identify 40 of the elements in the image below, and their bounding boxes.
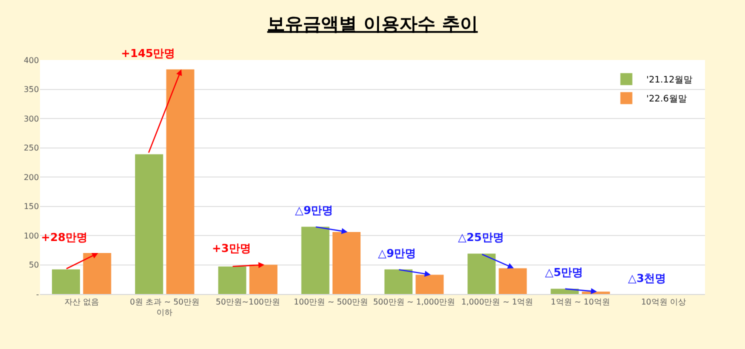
bar [332,232,361,294]
y-tick-label: 300 [24,114,39,124]
y-tick-label: 100 [24,231,39,240]
bar [166,69,194,294]
annotation: +145만명 [121,47,176,60]
bar [384,269,412,294]
x-tick-label: 50만원~100만원 [216,298,280,307]
y-tick-label: 400 [24,56,39,65]
x-tick-label: 1억원 ~ 10억원 [550,298,610,307]
legend-label: '21.12월말 [646,76,693,86]
x-tick-label: 0원 초과 ~ 50만원 이하 [130,298,200,317]
annotation: △5만명 [545,266,584,279]
chart-title: 보유금액별 이용자수 추이 [267,14,478,36]
y-tick-label: 200 [24,172,39,182]
x-tick-label: 500만원 ~ 1,000만원 [373,298,456,307]
x-tick-label: 1,000만원 ~ 1억원 [461,298,534,307]
x-tick-label: 10억원 이상 [641,298,686,307]
annotation: +28만명 [41,231,88,244]
bar [249,264,278,294]
bar [498,268,527,294]
y-tick-label: 50 [28,260,39,270]
y-tick-label: 150 [24,202,39,212]
bar [218,266,246,294]
annotation: △9만명 [295,204,334,217]
bar [135,154,164,294]
annotation: △3천명 [628,272,666,285]
y-tick-label: 350 [24,85,39,94]
annotation: +3만명 [212,242,251,255]
y-tick-label: 250 [24,144,39,153]
bar [52,269,80,294]
bar [83,253,112,294]
annotation: △25만명 [458,231,504,244]
x-tick-label: 100만원 ~ 500만원 [294,298,368,307]
legend-label: '22.6월말 [646,94,687,105]
annotation: △9만명 [378,247,416,260]
bar [416,274,444,294]
y-tick-label: - [36,290,40,299]
bar [301,226,330,294]
bar [468,254,496,294]
x-tick-label: 자산 없음 [64,298,99,307]
